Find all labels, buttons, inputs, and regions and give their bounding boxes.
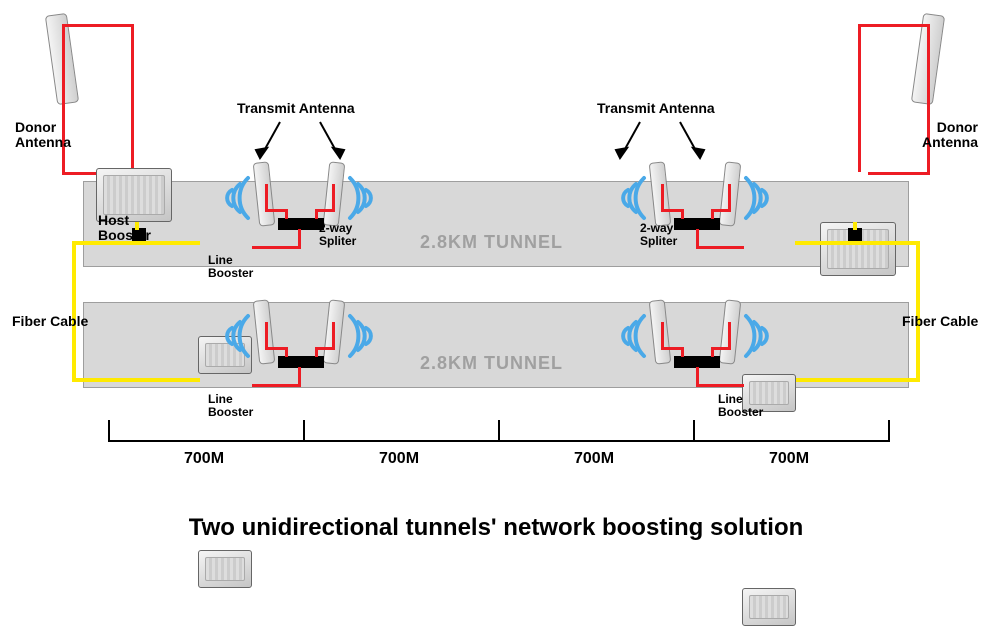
splitter-left-label: 2-way Spliter [319,222,356,248]
rf-waves [342,308,390,364]
rf-cable [696,246,744,249]
rf-cable [332,322,335,350]
rf-cable [728,184,731,212]
rf-waves [208,170,256,226]
rf-cable [265,209,287,212]
distance-segment: 700M [184,450,224,468]
rf-cable [858,24,930,27]
rf-waves [738,170,786,226]
arrow-callout [610,118,720,166]
fiber-cable [72,378,200,382]
rf-cable [681,209,684,219]
fiber-cable [855,241,920,245]
rf-cable [285,209,288,219]
rf-cable [661,184,664,212]
arrow-callout [250,118,360,166]
fiber-cable [916,241,920,381]
rf-cable [696,367,699,387]
ruler-tick [303,420,305,442]
fiber-left-label: Fiber Cable [12,314,88,329]
fiber-cable [72,241,76,381]
rf-cable [681,347,684,357]
fiber-cable [795,241,855,245]
splitter-right-label: 2-way Spliter [640,222,677,248]
rf-cable [298,367,301,387]
rf-cable [711,209,714,219]
rf-cable [315,209,335,212]
rf-cable [315,347,318,357]
tunnel-bottom-label: 2.8KM TUNNEL [420,353,563,374]
rf-cable [858,24,861,172]
ruler-tick [498,420,500,442]
rf-cable [252,384,300,387]
rf-waves [342,170,390,226]
donor-antenna-right-label: Donor Antenna [922,120,978,151]
transmit-antenna-right-label: Transmit Antenna [597,101,715,116]
rf-waves [208,308,256,364]
ruler-tick [693,420,695,442]
splitter-bottom-left [278,356,324,368]
rf-cable [711,347,731,350]
rf-cable [661,209,683,212]
rf-cable [315,347,335,350]
fiber-connector [848,228,862,242]
fiber-right-label: Fiber Cable [902,314,978,329]
line-booster-br-label: Line Booster [718,393,763,419]
rf-waves [604,170,652,226]
rf-cable [131,24,134,172]
rf-cable [62,24,65,174]
rf-cable [265,347,287,350]
rf-cable [265,184,268,212]
diagram-canvas: 2.8KM TUNNEL 2.8KM TUNNEL [0,0,992,567]
distance-segment: 700M [769,450,809,468]
rf-cable [696,384,744,387]
rf-cable [728,322,731,350]
line-booster-tl-label: Line Booster [208,254,253,280]
splitter-top-left [278,218,324,230]
rf-cable [265,322,268,350]
rf-cable [696,229,699,249]
rf-cable [661,347,683,350]
rf-cable [298,229,301,249]
distance-segment: 700M [574,450,614,468]
rf-cable [711,347,714,357]
host-booster-label: Host Booster [98,213,151,244]
rf-cable [711,209,731,212]
ruler-tick [108,420,110,442]
rf-waves [738,308,786,364]
rf-cable [927,24,930,174]
diagram-title: Two unidirectional tunnels' network boos… [0,514,992,542]
fiber-cable [792,378,920,382]
transmit-antenna-left-label: Transmit Antenna [237,101,355,116]
donor-antenna-left-label: Donor Antenna [15,120,71,151]
tunnel-top-label: 2.8KM TUNNEL [420,232,563,253]
rf-cable [332,184,335,212]
ruler-tick [888,420,890,442]
line-booster-bl-label: Line Booster [208,393,253,419]
rf-cable [868,172,930,175]
rf-cable [285,347,288,357]
line-booster-bottom-right [742,588,796,626]
line-booster-bottom-left [198,550,252,588]
rf-cable [62,24,134,27]
fiber-cable [853,222,857,230]
distance-segment: 700M [379,450,419,468]
rf-cable [661,322,664,350]
rf-cable [252,246,300,249]
rf-waves [604,308,652,364]
rf-cable [315,209,318,219]
